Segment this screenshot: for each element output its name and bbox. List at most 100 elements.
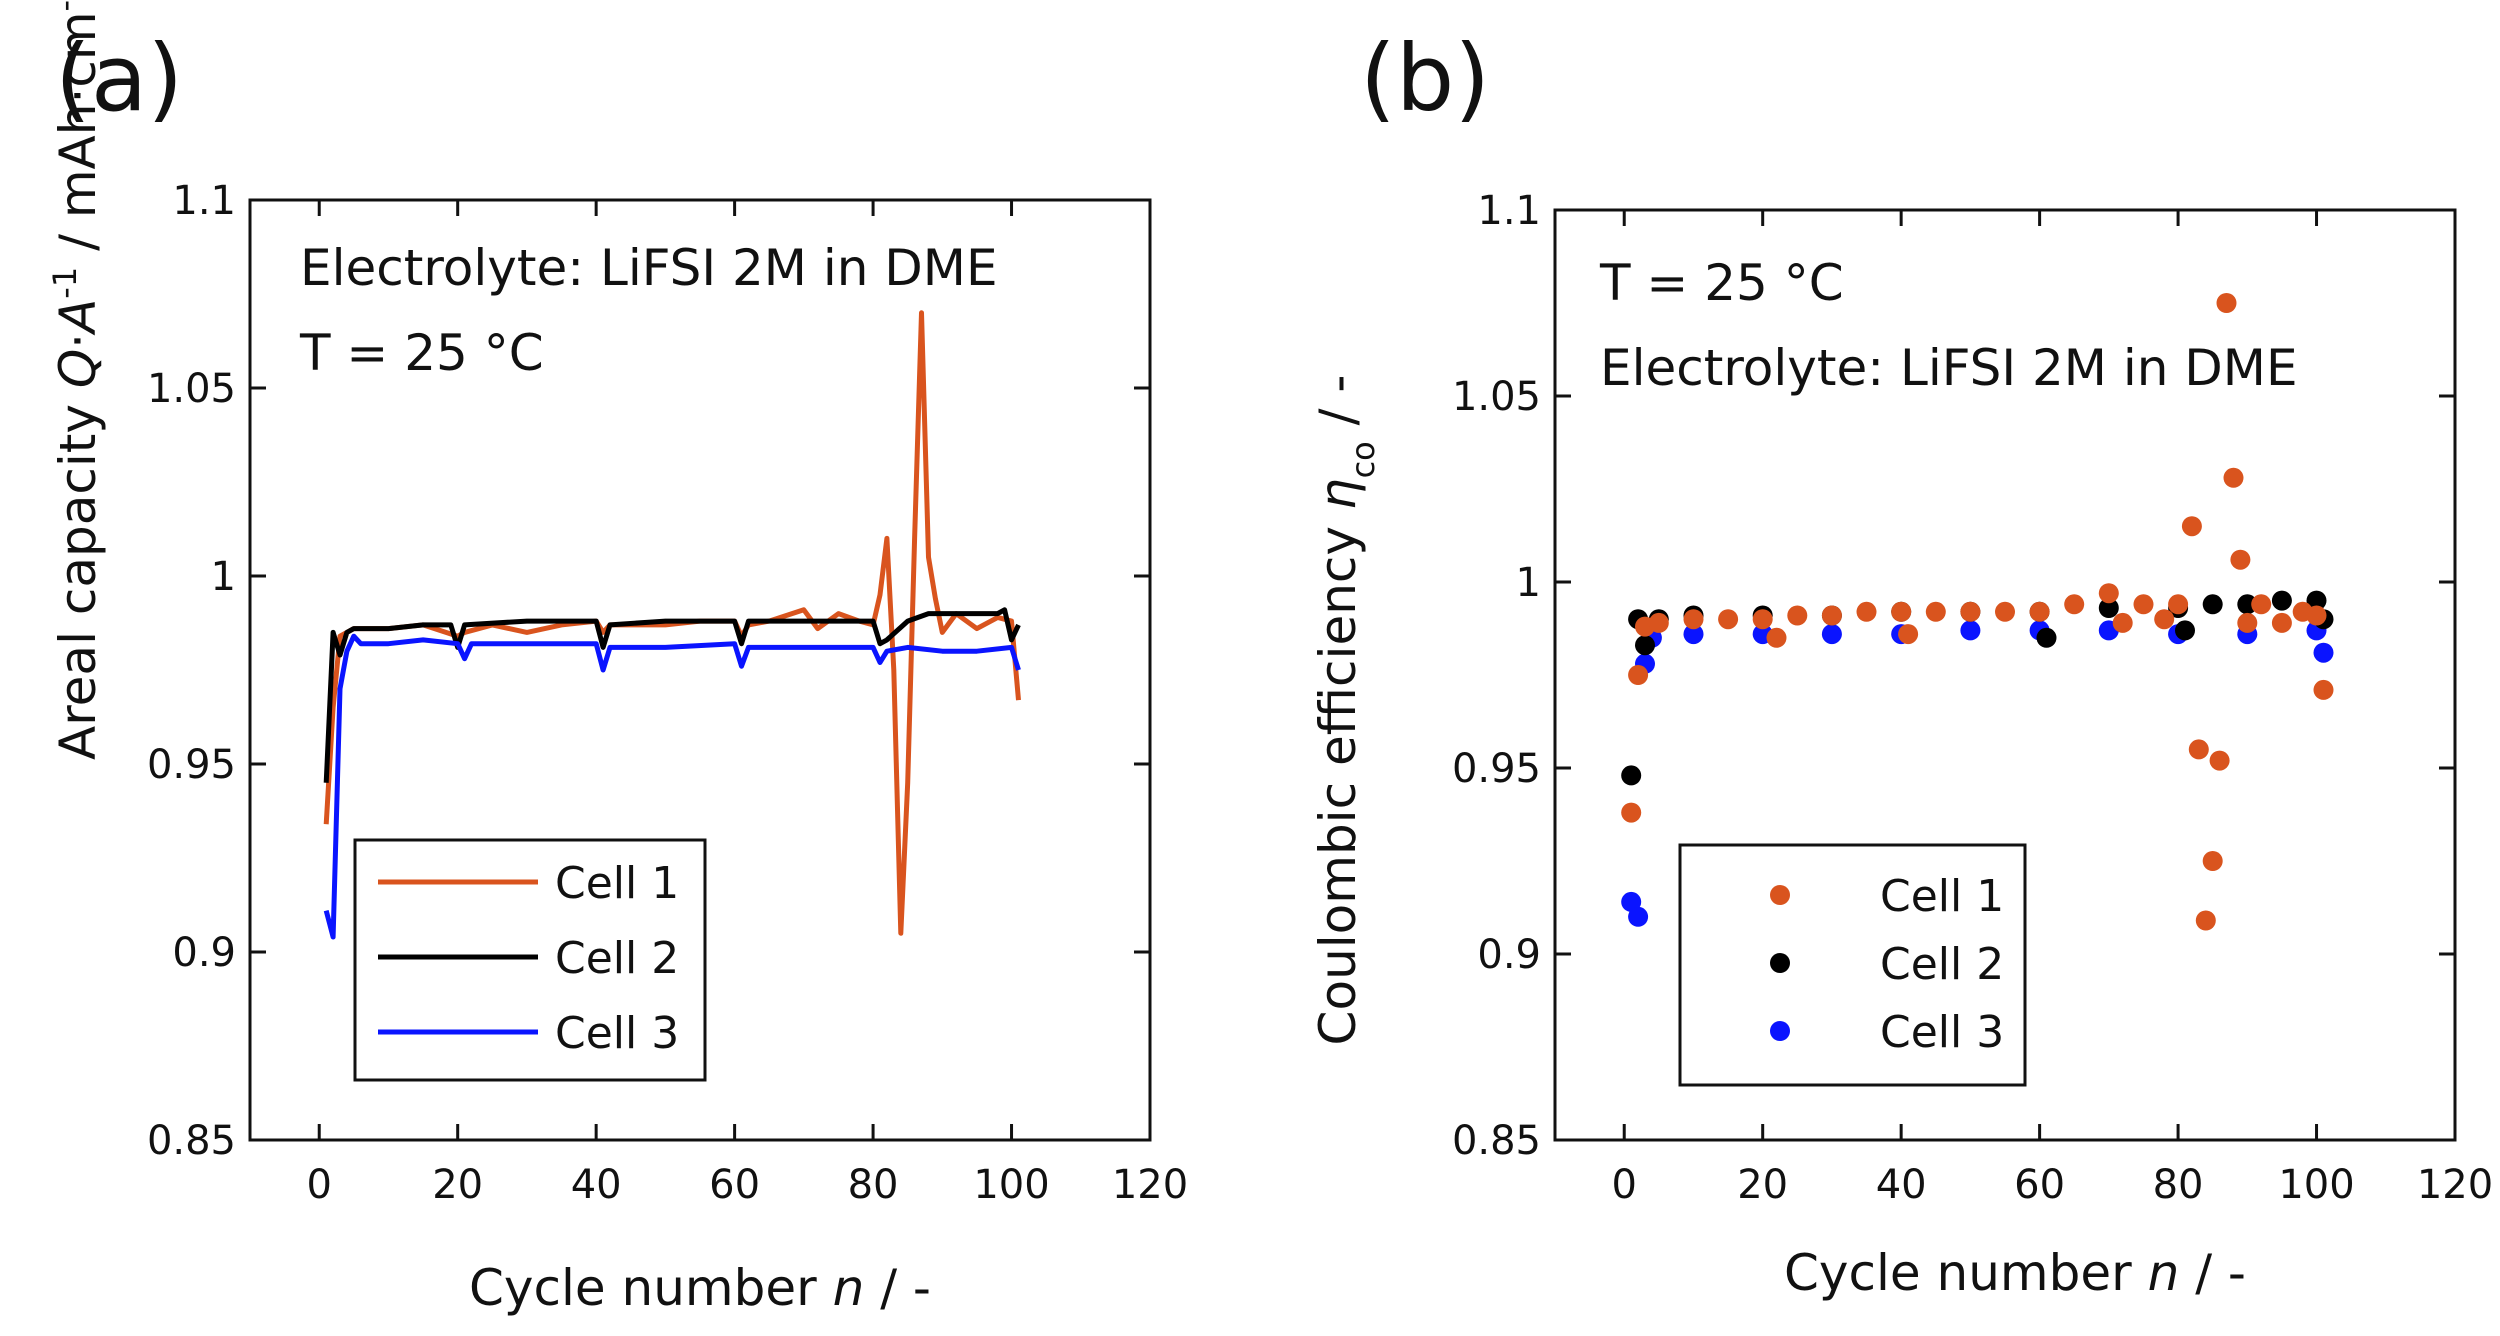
panel-a-annotation-electrolyte: Electrolyte: LiFSI 2M in DME: [300, 239, 998, 297]
panel-b-ticks: 0 20 40 60 80 100 120 0.85 0.9 0.95 1 1.05 1.1: [1452, 188, 2493, 1208]
panel-b-label: (b): [1360, 25, 1490, 132]
panel-a-ylabel-part-exp1: -1: [46, 267, 84, 299]
panel-b-point-cell-1-5: [1718, 609, 1739, 630]
panel-b-xtick-label-5: 100: [2278, 1162, 2354, 1208]
svg-text:Areal capacity Q·A-1 / mAh·cm-: Areal capacity Q·A-1 / mAh·cm-2: [46, 0, 107, 760]
panel-b-point-cell-1-21: [2154, 609, 2175, 630]
panel-a-series-line-cell-3: [323, 633, 1021, 940]
panel-b-xtick-label-0: 0: [1612, 1162, 1637, 1208]
panel-b-point-cell-1-10: [1856, 601, 1877, 622]
panel-b-point-cell-3-8: [1960, 620, 1981, 641]
panel-a-legend-label-cell-2: Cell 2: [555, 933, 679, 984]
panel-a-ylabel-part-unit: / mAh·cm: [49, 11, 107, 266]
panel-b-ytick-label-0: 0.85: [1452, 1118, 1541, 1164]
panel-b-x-axis-title: Cycle number n / -: [1784, 1244, 2246, 1302]
panel-a-xtick-label-4: 80: [848, 1162, 899, 1208]
panel-a-xtick-label-0: 0: [307, 1162, 332, 1208]
panel-b-point-cell-1-17: [2064, 594, 2085, 615]
panel-b-point-cell-2-13: [2175, 620, 2195, 641]
panel-b-point-cell-3-6: [1821, 624, 1842, 645]
panel-b-point-cell-1-31: [2237, 612, 2258, 633]
panel-a-xtick-label-2: 40: [571, 1162, 622, 1208]
panel-b-point-cell-1-11: [1891, 601, 1912, 622]
panel-b-point-cell-1-0: [1621, 802, 1642, 823]
panel-a-ylabel-part-dot: ·: [49, 333, 107, 349]
panel-b-point-cell-1-4: [1683, 609, 1704, 630]
panel-a-xlabel-part-n: n: [833, 1259, 865, 1317]
panel-b-xtick-label-6: 120: [2417, 1162, 2493, 1208]
panel-b-point-cell-1-6: [1752, 609, 1773, 630]
panel-b-point-cell-1-36: [2313, 679, 2334, 700]
panel-b-xtick-label-1: 20: [1737, 1162, 1788, 1208]
panel-a-ytick-label-0: 0.85: [147, 1118, 236, 1164]
panel-b-ytick-label-1: 0.9: [1477, 932, 1541, 978]
panel-b-point-cell-1-15: [1995, 601, 2015, 622]
panel-b-annotation-temperature: T = 25 °C: [1599, 254, 1844, 312]
panel-b-ytick-label-4: 1.05: [1452, 374, 1541, 420]
panel-b-xtick-label-4: 80: [2153, 1162, 2204, 1208]
panel-b-xtick-label-3: 60: [2014, 1162, 2065, 1208]
panel-b-point-cell-1-27: [2209, 750, 2230, 771]
panel-a-xlabel-part-1: Cycle number: [469, 1259, 833, 1317]
panel-b-point-cell-3-0: [1621, 891, 1642, 912]
panel-b-legend-label-cell-1: Cell 1: [1880, 871, 2004, 922]
panel-b-legend-swatch-cell-1: [1770, 885, 1790, 905]
panel-b-annotation-electrolyte: Electrolyte: LiFSI 2M in DME: [1600, 339, 2298, 397]
panel-b-point-cell-2-16: [2271, 590, 2292, 611]
panel-b-point-cell-1-25: [2195, 910, 2216, 931]
panel-b-point-cell-1-14: [1960, 601, 1981, 622]
panel-b-point-cell-1-8: [1787, 605, 1808, 626]
panel-b-point-cell-2-17: [2306, 590, 2327, 611]
panel-b-point-cell-1-12: [1898, 624, 1919, 645]
panel-a-series: [323, 310, 1021, 940]
panel-b-legend-label-cell-2: Cell 2: [1880, 939, 2004, 990]
panel-b-ytick-label-2: 0.95: [1452, 746, 1541, 792]
panel-b-legend-swatch-cell-2: [1770, 953, 1790, 973]
panel-b-point-cell-1-23: [2181, 516, 2202, 537]
panel-b-series: [1621, 293, 2334, 931]
panel-b-point-cell-1-7: [1766, 627, 1787, 648]
panel-b-point-cell-2-15: [2237, 594, 2258, 615]
panel-a-ytick-label-2: 0.95: [147, 742, 236, 788]
panel-b-point-cell-1-32: [2251, 594, 2272, 615]
panel-b-point-cell-1-16: [2029, 601, 2050, 622]
panel-b-point-cell-1-9: [1821, 605, 1842, 626]
panel-b-legend-box: [1678, 843, 2027, 1087]
panel-b-legend-label-cell-3: Cell 3: [1880, 1007, 2004, 1058]
svg-text:Coulombic efficiency ηco / -: Coulombic efficiency ηco / -: [1309, 375, 1382, 1046]
panel-a-label: (a): [55, 25, 183, 132]
panel-b-point-cell-1-20: [2133, 594, 2154, 615]
panel-a-legend: Cell 1 Cell 2 Cell 3: [353, 838, 707, 1082]
panel-a-ytick-label-3: 1: [211, 554, 236, 600]
panel-b-point-cell-1-13: [1925, 601, 1946, 622]
panel-a-ylabel-part-areal: Areal capacity: [49, 388, 107, 760]
panel-b-point-cell-2-0: [1621, 765, 1642, 786]
panel-b-point-cell-2-2: [1635, 635, 1655, 656]
panel-b-ytick-label-5: 1.1: [1477, 188, 1541, 234]
panel-b-point-cell-2-11: [2098, 598, 2119, 618]
panel-b-ytick-label-3: 1: [1516, 560, 1541, 606]
panel-a-ytick-label-4: 1.05: [147, 366, 236, 412]
panel-b-point-cell-1-26: [2202, 851, 2223, 871]
panel-a-annotation-temperature: T = 25 °C: [299, 324, 544, 382]
panel-b-point-cell-1-18: [2098, 583, 2119, 604]
panel-b-point-cell-1-35: [2306, 605, 2327, 626]
panel-b-point-cell-3-4: [1683, 624, 1704, 645]
panel-b-point-cell-2-10: [2036, 627, 2057, 648]
panel-b-ylabel-part-2: / -: [1309, 375, 1367, 442]
panel-b-point-cell-1-24: [2188, 739, 2209, 760]
panel-b-point-cell-1-22: [2168, 594, 2189, 615]
panel-b-point-cell-1-1: [1628, 665, 1649, 685]
panel-b-xlabel-part-2: / -: [2179, 1244, 2246, 1302]
panel-a-ytick-label-5: 1.1: [172, 178, 236, 224]
panel-b-ylabel-part-sub: co: [1344, 441, 1382, 478]
panel-b-point-cell-3-1: [1628, 906, 1649, 927]
panel-b-xlabel-part-n: n: [2148, 1244, 2180, 1302]
panel-b-point-cell-1-19: [2112, 612, 2133, 633]
panel-b-ylabel-part-1: Coulombic efficiency: [1309, 510, 1367, 1045]
panel-b-legend: Cell 1 Cell 2 Cell 3: [1678, 843, 2027, 1087]
panel-a-line-chart: (a) Areal capacity Q·A-1 / mAh·cm-2 Cycl…: [46, 0, 1188, 1317]
panel-b-xtick-label-2: 40: [1876, 1162, 1927, 1208]
panel-a-xtick-label-5: 100: [973, 1162, 1049, 1208]
panel-b-legend-swatch-cell-3: [1770, 1021, 1790, 1041]
